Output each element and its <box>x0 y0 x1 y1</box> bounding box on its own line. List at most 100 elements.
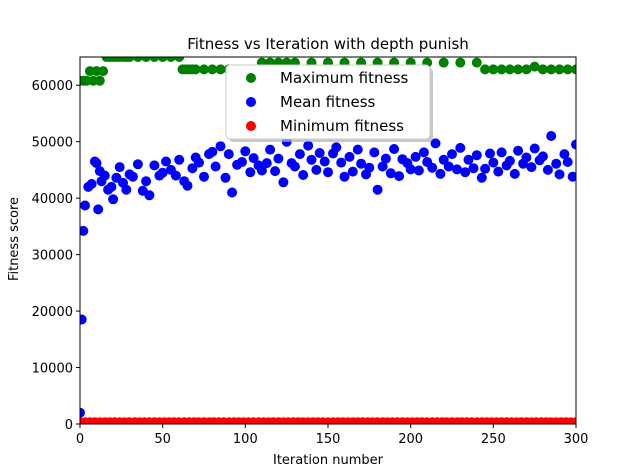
point-mean <box>496 147 507 158</box>
point-max <box>471 57 482 68</box>
point-mean <box>385 168 396 179</box>
legend-box <box>225 64 431 140</box>
point-mean <box>80 407 85 418</box>
point-max <box>157 57 168 62</box>
point-max <box>141 57 152 62</box>
point-max <box>496 64 507 75</box>
point-max <box>98 66 109 77</box>
point-mean <box>207 146 218 157</box>
point-mean <box>347 166 358 177</box>
point-max <box>174 57 185 62</box>
point-mean <box>339 171 350 182</box>
point-mean <box>80 225 89 236</box>
point-mean <box>571 139 576 150</box>
point-mean <box>352 144 363 155</box>
point-mean <box>220 172 231 183</box>
point-mean <box>356 158 367 169</box>
point-mean <box>509 168 520 179</box>
legend: Maximum fitness Mean fitness Minimum fit… <box>225 64 433 142</box>
point-mean <box>559 149 570 160</box>
point-mean <box>460 167 471 178</box>
x-axis-label: Iteration number <box>273 453 384 468</box>
point-max <box>546 64 557 75</box>
point-mean <box>554 169 565 180</box>
legend-label-max: Maximum fitness <box>280 69 409 87</box>
point-mean <box>389 144 400 154</box>
point-mean <box>504 155 515 166</box>
point-mean <box>380 153 391 164</box>
y-tick-label: 20000 <box>32 305 73 320</box>
point-mean <box>215 141 226 152</box>
point-mean <box>245 167 256 178</box>
point-mean <box>270 166 281 177</box>
point-mean <box>430 138 441 149</box>
point-mean <box>141 176 152 187</box>
y-axis-label: Fitness score <box>7 197 22 281</box>
point-mean <box>93 204 104 215</box>
y-tick-label: 50000 <box>32 136 73 151</box>
point-mean <box>413 165 424 176</box>
point-mean <box>485 148 495 159</box>
point-mean <box>278 177 289 188</box>
x-tick-label: 150 <box>316 432 341 447</box>
point-mean <box>493 166 504 177</box>
point-mean <box>108 194 119 205</box>
point-mean <box>331 142 342 153</box>
point-mean <box>223 149 234 160</box>
point-mean <box>405 164 416 175</box>
point-mean <box>261 158 272 169</box>
x-tick-label: 100 <box>233 432 258 447</box>
point-mean <box>513 145 524 156</box>
point-mean <box>418 147 429 158</box>
point-mean <box>174 154 185 165</box>
point-mean <box>182 180 193 191</box>
point-mean <box>336 157 347 168</box>
axes-layer: 0 50 100 150 200 250 300 0 10000 20000 30000 40000 5… <box>32 56 588 447</box>
point-mean <box>377 161 388 172</box>
point-mean <box>537 151 548 162</box>
legend-marker-min <box>246 121 256 131</box>
point-mean <box>256 165 267 176</box>
point-max <box>94 75 105 86</box>
point-mean <box>132 159 143 170</box>
x-tick-label: 250 <box>481 432 506 447</box>
point-mean <box>447 149 457 160</box>
point-mean <box>476 172 487 183</box>
point-max <box>504 64 515 75</box>
y-tick-label: 40000 <box>32 192 73 207</box>
legend-marker-mean <box>246 97 256 107</box>
point-mean <box>127 171 138 182</box>
point-mean <box>149 160 160 171</box>
point-max <box>207 64 218 75</box>
point-mean <box>298 170 309 180</box>
points-layer <box>80 57 576 424</box>
point-mean <box>526 162 537 173</box>
point-mean <box>480 163 491 174</box>
point-max <box>455 57 466 68</box>
point-mean <box>394 171 405 182</box>
point-mean <box>294 149 305 160</box>
point-mean <box>161 156 171 167</box>
chart-title: Fitness vs Iteration with depth punish <box>187 35 469 53</box>
point-mean <box>86 179 97 189</box>
point-mean <box>410 151 421 162</box>
point-max <box>165 57 176 62</box>
point-mean <box>427 162 438 173</box>
point-mean <box>468 163 479 174</box>
point-mean <box>471 150 482 161</box>
point-mean <box>303 140 314 151</box>
y-tick-label: 0 <box>65 418 73 433</box>
point-max <box>438 57 449 68</box>
point-mean <box>194 157 204 168</box>
point-mean <box>463 154 474 165</box>
point-mean <box>546 131 557 141</box>
point-mean <box>435 168 446 179</box>
point-mean <box>551 158 562 169</box>
point-mean <box>319 156 330 167</box>
point-mean <box>344 151 355 162</box>
point-max <box>562 64 573 75</box>
point-mean <box>187 163 198 174</box>
point-mean <box>443 161 454 172</box>
y-tick-label: 60000 <box>32 79 73 94</box>
point-max <box>215 64 226 75</box>
